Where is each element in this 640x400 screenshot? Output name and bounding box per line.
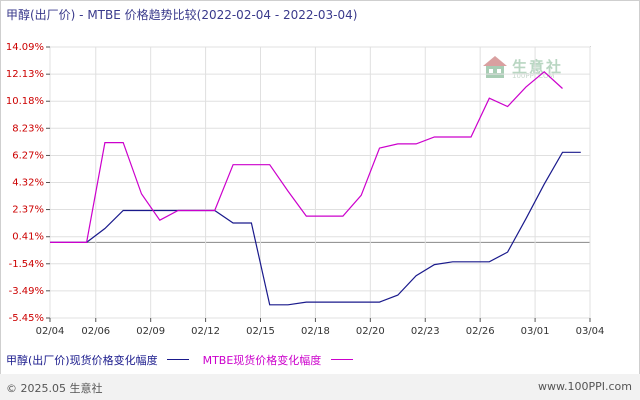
chart-title: 甲醇(出厂价) - MTBE 价格趋势比较(2022-02-04 - 2022-… bbox=[6, 8, 358, 22]
y-tick-label: 0.41% bbox=[12, 232, 44, 243]
x-tick-label: 02/20 bbox=[356, 326, 385, 337]
house-logo-icon bbox=[483, 56, 507, 78]
legend-line-series1 bbox=[167, 358, 190, 360]
footer-bar: © 2025.05 生意社 www.100PPI.com bbox=[0, 374, 640, 400]
footer-copyright: © 2025.05 生意社 bbox=[6, 382, 103, 395]
x-tick-label: 02/23 bbox=[411, 326, 440, 337]
x-tick-label: 03/01 bbox=[521, 326, 550, 337]
y-tick-label: 2.37% bbox=[12, 205, 44, 216]
x-tick-label: 02/26 bbox=[466, 326, 495, 337]
x-tick-label: 03/04 bbox=[576, 326, 605, 337]
y-tick-label: -3.49% bbox=[9, 286, 44, 297]
legend-line-series2 bbox=[330, 358, 353, 360]
footer-site-link[interactable]: www.100PPI.com bbox=[538, 380, 632, 393]
watermark: 生意社 100PPI.COM bbox=[482, 55, 592, 80]
y-tick-label: 4.32% bbox=[12, 178, 44, 189]
watermark-url: 100PPI.COM bbox=[512, 72, 555, 80]
y-tick-label: 12.13% bbox=[6, 69, 44, 80]
chart-legend: 甲醇(出厂价)现货价格变化幅度 MTBE现货价格变化幅度 bbox=[6, 352, 359, 368]
x-tick-label: 02/12 bbox=[191, 326, 220, 337]
y-tick-label: -1.54% bbox=[9, 259, 44, 270]
y-tick-label: 10.18% bbox=[6, 96, 44, 107]
y-tick-label: -5.45% bbox=[9, 313, 44, 324]
watermark-name: 生意社 bbox=[512, 58, 564, 76]
x-tick-label: 02/04 bbox=[36, 326, 65, 337]
x-tick-label: 02/15 bbox=[246, 326, 275, 337]
y-tick-label: 14.09% bbox=[6, 42, 44, 53]
x-tick-label: 02/06 bbox=[81, 326, 110, 337]
x-tick-label: 02/09 bbox=[136, 326, 165, 337]
y-tick-label: 8.23% bbox=[12, 123, 44, 134]
line-chart: 14.09% 12.13% 10.18% 8.23% 6.27% 4.32% 2.37% 0.… bbox=[6, 42, 605, 337]
series-line-2 bbox=[50, 71, 563, 243]
y-tick-label: 6.27% bbox=[12, 150, 44, 161]
legend-label-series2: MTBE现货价格变化幅度 bbox=[202, 354, 322, 367]
x-tick-label: 02/18 bbox=[301, 326, 330, 337]
legend-label-series1: 甲醇(出厂价)现货价格变化幅度 bbox=[6, 354, 158, 367]
